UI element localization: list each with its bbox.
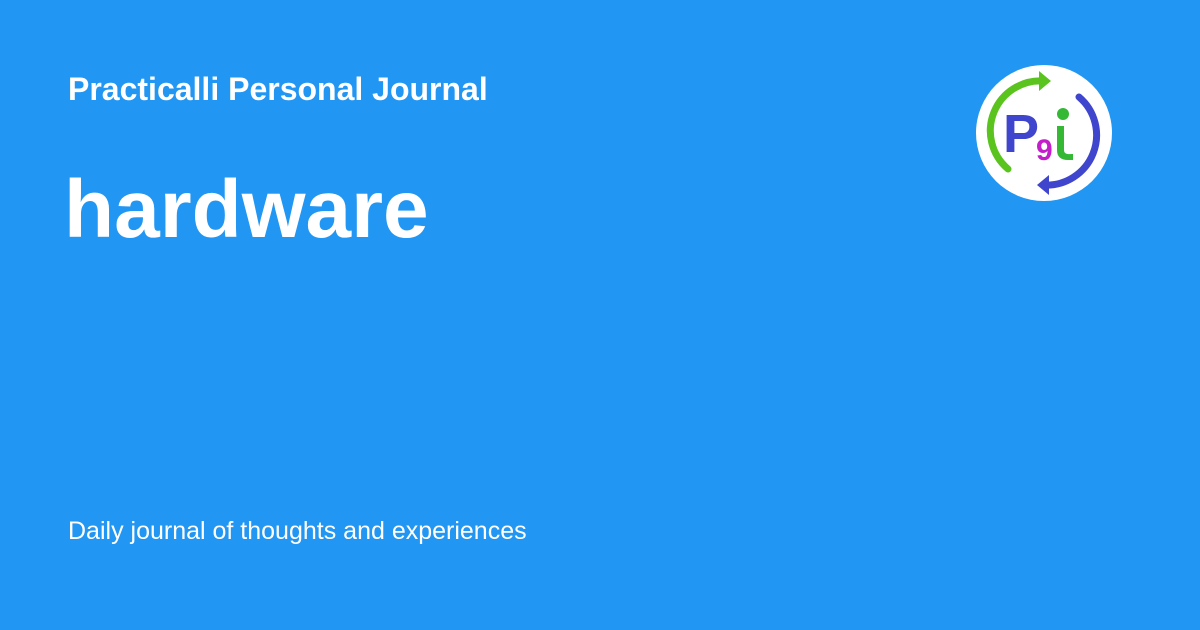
site-title: Practicalli Personal Journal — [68, 71, 488, 107]
svg-text:9: 9 — [1036, 134, 1053, 167]
svg-text:P: P — [1003, 104, 1039, 164]
practicalli-logo-icon: P 9 — [976, 65, 1112, 201]
site-tagline: Daily journal of thoughts and experience… — [68, 517, 527, 545]
page-title: hardware — [64, 164, 429, 255]
